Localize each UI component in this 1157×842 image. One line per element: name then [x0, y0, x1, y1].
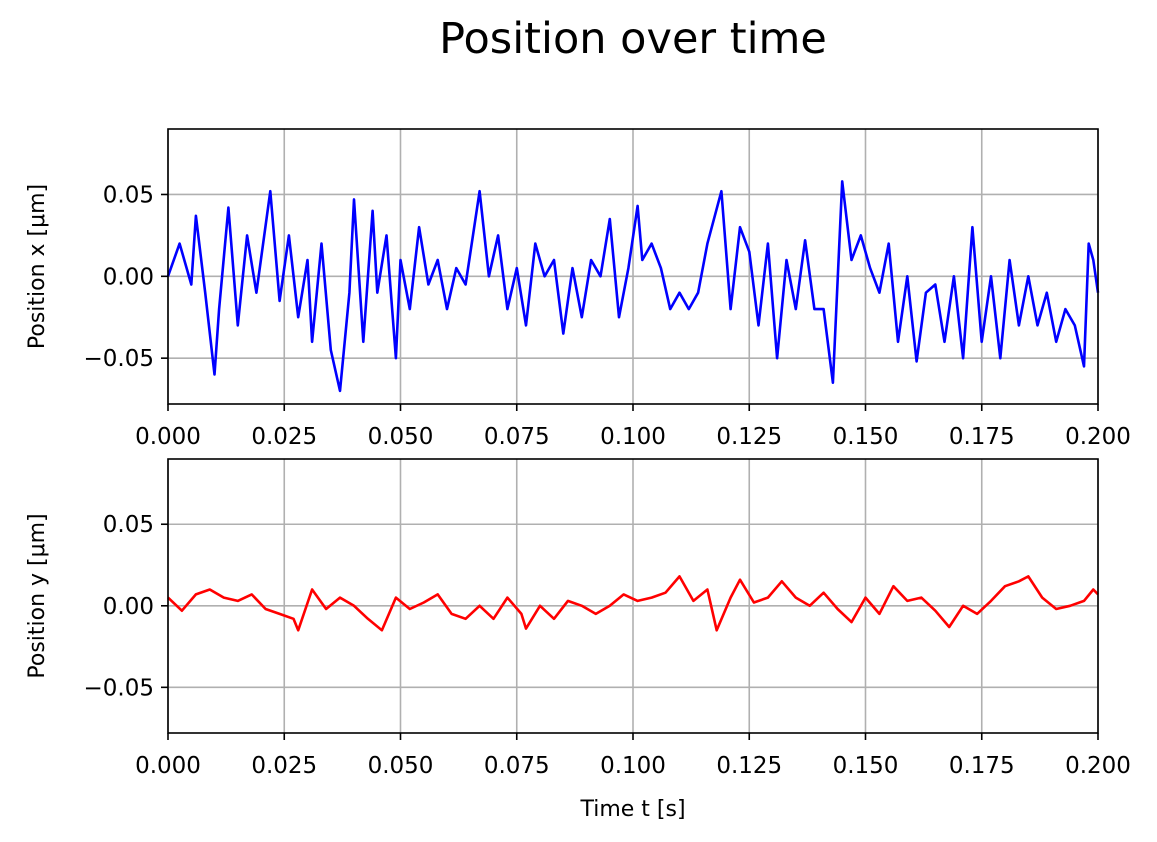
panel1-series-line — [166, 180, 1100, 393]
panel1-x-tick-label: 0.150 — [833, 424, 899, 450]
panel1-y-tick-label: 0.05 — [103, 182, 154, 208]
panel1-y-tick-label: −0.05 — [84, 346, 154, 372]
panel2-x-tick-label: 0.075 — [484, 753, 550, 779]
panel2-x-tick-label: 0.150 — [833, 753, 899, 779]
panel2-axes: 0.000 0.025 0.050 0.075 0.100 0.125 0.150 0.175… — [25, 458, 1131, 822]
panel2-y-tick-label: 0.00 — [103, 594, 154, 620]
panel1-x-tick-label: 0.125 — [716, 424, 782, 450]
panel2-y-tick-label: 0.05 — [103, 512, 154, 538]
panel1-x-tick-label: 0.000 — [135, 424, 201, 450]
panel2-series-line — [167, 575, 1099, 632]
panel1-x-tick-label: 0.050 — [368, 424, 434, 450]
panel1-x-tick-label: 0.200 — [1065, 424, 1131, 450]
panel1-y-tick-label: 0.00 — [103, 264, 154, 290]
panel1-x-tick-label: 0.075 — [484, 424, 550, 450]
figure-title: Position over time — [439, 14, 827, 64]
panel1-axes: 0.000 0.025 0.050 0.075 0.100 0.125 0.150 0.175… — [25, 128, 1131, 450]
panel2-x-axis-label: Time t [s] — [579, 797, 685, 822]
panel2-x-tick-label: 0.125 — [716, 753, 782, 779]
panel2-y-axis-label: Position y [μm] — [25, 513, 50, 678]
panel2-x-tick-label: 0.100 — [600, 753, 666, 779]
panel2-x-tick-label: 0.050 — [368, 753, 434, 779]
panel1-frame — [167, 128, 1099, 405]
panel2-x-tick-label: 0.000 — [135, 753, 201, 779]
panel2-x-tick-label: 0.200 — [1065, 753, 1131, 779]
panel2-frame — [167, 458, 1099, 734]
panel2-y-tick-label: −0.05 — [84, 675, 154, 701]
panel1-x-tick-label: 0.100 — [600, 424, 666, 450]
panel1-x-tick-label: 0.025 — [251, 424, 317, 450]
panel2-x-tick-label: 0.025 — [251, 753, 317, 779]
panel1-y-axis-label: Position x [μm] — [25, 184, 50, 349]
panel1-x-tick-label: 0.175 — [949, 424, 1015, 450]
panel2-x-tick-label: 0.175 — [949, 753, 1015, 779]
